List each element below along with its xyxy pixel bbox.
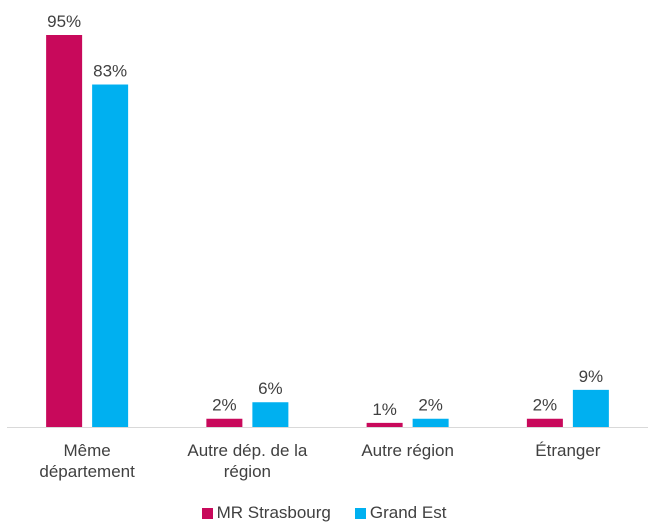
bar [526, 418, 563, 427]
legend-swatch [354, 507, 366, 519]
value-label: 1% [372, 400, 397, 419]
bar [46, 35, 83, 427]
bar [412, 418, 449, 427]
x-tick-label: Autre région [361, 441, 454, 460]
bar [92, 84, 129, 427]
value-label: 2% [533, 396, 558, 415]
x-tick-label: Autre dép. de la région [187, 441, 308, 481]
value-label: 2% [418, 396, 443, 415]
legend-label: Grand Est [369, 503, 447, 522]
bar [366, 422, 403, 427]
legend-swatch [201, 507, 213, 519]
x-tick-label: Étranger [535, 441, 601, 460]
bar [252, 402, 289, 427]
legend-item: MR Strasbourg [201, 503, 331, 523]
legend: MR Strasbourg Grand Est [0, 503, 648, 523]
bar [572, 389, 609, 427]
legend-label: MR Strasbourg [216, 503, 331, 522]
value-label: 95% [47, 12, 81, 31]
value-label: 6% [258, 379, 283, 398]
value-label: 9% [579, 367, 604, 386]
value-label: 83% [93, 62, 127, 81]
legend-item: Grand Est [354, 503, 447, 523]
x-tick-label: Même département [39, 441, 135, 481]
bar [206, 418, 243, 427]
value-label: 2% [212, 396, 237, 415]
